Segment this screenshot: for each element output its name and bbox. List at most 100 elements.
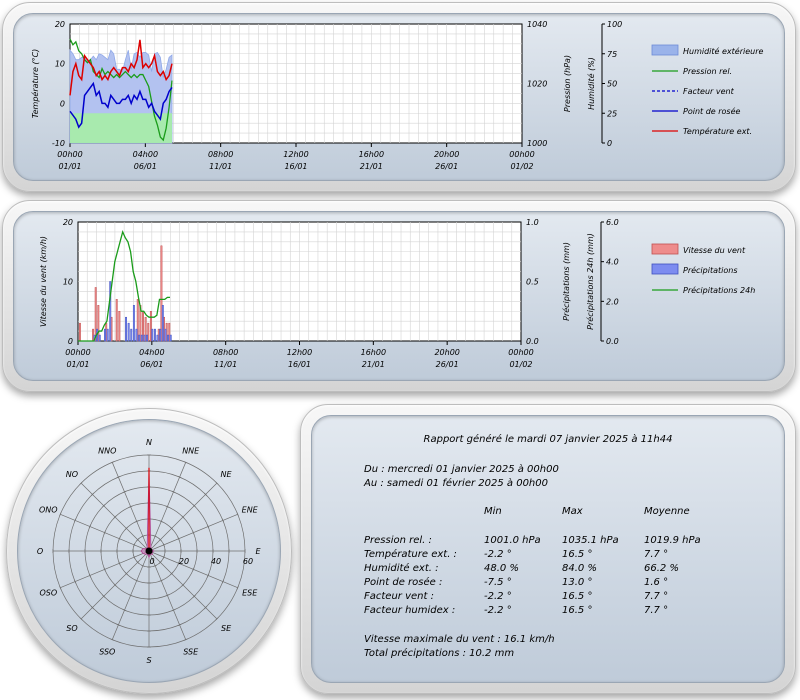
direction-label: NE [221, 470, 233, 479]
spoke-tick [140, 564, 145, 567]
precipitation-bar [159, 328, 162, 342]
y-tick-label: -10 [52, 139, 65, 148]
x-tick-label: 12h00 [283, 150, 308, 159]
y-right2-tick-label: 25 [607, 109, 617, 118]
report-row-avg: 7.7 ° [644, 549, 669, 560]
y-right2-tick-label: 75 [607, 50, 617, 59]
direction-label: SSO [99, 648, 115, 657]
precipitation-bar [151, 328, 154, 342]
spoke-tick [113, 583, 117, 587]
y-right2-axis-label: Humidité (%) [586, 57, 596, 110]
y-right2-tick-label: 100 [607, 20, 622, 29]
spoke-tick [177, 561, 180, 566]
y-right-tick-label: 0.0 [526, 337, 539, 346]
spoke-tick [124, 526, 129, 531]
spoke-tick [169, 571, 174, 576]
direction-label: NNO [98, 446, 116, 455]
direction-label: ENE [242, 505, 259, 514]
spoke-tick [153, 564, 158, 567]
spoke-tick [159, 520, 164, 523]
precipitation-bar [167, 334, 170, 342]
report-row-max: 1035.1 hPa [562, 535, 619, 546]
report-row-label: Température ext. : [364, 549, 457, 560]
report-row-min: -2.2 ° [484, 549, 512, 560]
direction-label: S [146, 656, 151, 665]
precipitation-bar [138, 334, 141, 342]
x-tick-label: 11/01 [214, 360, 237, 369]
spoke-tick [74, 579, 77, 584]
precipitation-bar [130, 328, 133, 342]
report-row-label: Point de rosée : [364, 577, 443, 588]
precipitation-bar [98, 334, 101, 342]
report-row-avg: 1019.9 hPa [644, 535, 701, 546]
direction-label: O [37, 547, 43, 556]
spoke-tick [192, 530, 195, 535]
wind-rose-dial: N NNE NE ENE E ESE SE SSE S SSO SO OSO O ONO NO NNO 0 20 4… [6, 408, 292, 694]
y-tick-label: 10 [63, 278, 73, 287]
spoke-tick [79, 481, 83, 485]
spoke-tick [134, 579, 139, 582]
x-tick-label: 00h00 [65, 348, 90, 357]
spoke-tick [203, 492, 208, 497]
spoke-tick [128, 505, 133, 508]
x-tick-label: 04h00 [133, 150, 158, 159]
x-tick-label: 16h00 [361, 348, 386, 357]
wind-speed-bar [94, 287, 97, 342]
report-header-avg: Moyenne [644, 506, 690, 517]
y-tick-label: 0 [68, 337, 73, 346]
report-header-max: Max [562, 506, 583, 517]
y-axis-label: Vitesse du vent (km/h) [39, 236, 48, 327]
x-tick-label: 00h00 [509, 150, 534, 159]
wind-speed-bar [168, 322, 171, 342]
precipitation-24h-line [78, 229, 170, 342]
spoke-tick [74, 518, 77, 523]
y-right2-tick-label: 0.0 [606, 337, 619, 346]
spoke-tick [90, 492, 95, 497]
report-panel: Rapport généré le mardi 07 janvier 2025 … [300, 404, 796, 694]
spoke-tick [236, 512, 239, 517]
spoke-tick [133, 555, 136, 560]
x-tick-label: 20h00 [434, 150, 459, 159]
report-from: Du : mercredi 01 janvier 2025 à 00h00 [364, 464, 559, 475]
report-row-max: 16.5 ° [562, 549, 593, 560]
report-panel-inner: Rapport généré le mardi 07 janvier 2025 … [311, 415, 785, 683]
spoke-tick [110, 461, 115, 464]
pressure-line [69, 38, 173, 142]
report-row-max: 16.5 ° [562, 605, 593, 616]
spoke-tick [124, 571, 129, 576]
spoke-tick [103, 567, 106, 572]
precipitation-bar [161, 305, 164, 342]
precipitation-bar [127, 322, 130, 342]
spoke-tick [169, 526, 174, 531]
spoke-tick [118, 561, 121, 566]
spoke-tick [140, 535, 145, 538]
precipitation-bar [132, 305, 135, 342]
x-tick-label: 00h00 [57, 150, 82, 159]
spoke-tick [59, 512, 62, 517]
spoke-tick [207, 524, 210, 529]
precipitation-bar [106, 328, 109, 342]
precipitation-bar [109, 281, 112, 342]
direction-label: ONO [39, 505, 58, 514]
report-row-min: 48.0 % [484, 563, 519, 574]
report-row-label: Pression rel. : [364, 535, 432, 546]
spoke-tick [110, 638, 115, 641]
radial-tick-label: 40 [211, 557, 221, 566]
spoke-tick [128, 594, 133, 597]
x-tick-label: 16h00 [359, 150, 384, 159]
temperature-panel: 00h00 01/01 04h00 06/01 08h00 11/01 12h00 16/01… [2, 2, 796, 192]
x-tick-label: 01/01 [66, 360, 89, 369]
y-right-tick-label: 1000 [527, 139, 547, 148]
spoke-tick [116, 623, 121, 626]
precipitation-bar [104, 328, 106, 342]
report-row-label: Facteur humidex : [364, 605, 456, 616]
direction-label: SE [221, 624, 232, 633]
spoke-tick [165, 505, 170, 508]
spoke-tick [90, 605, 95, 610]
wind-speed-bar [115, 299, 118, 342]
y-right2-tick-label: 6.0 [606, 218, 619, 227]
spoke-tick [177, 623, 182, 626]
spoke-tick [236, 585, 239, 590]
report-row-label: Humidité ext. : [364, 563, 439, 574]
y-right2-axis-label: Précipitations 24h (mm) [585, 233, 595, 330]
